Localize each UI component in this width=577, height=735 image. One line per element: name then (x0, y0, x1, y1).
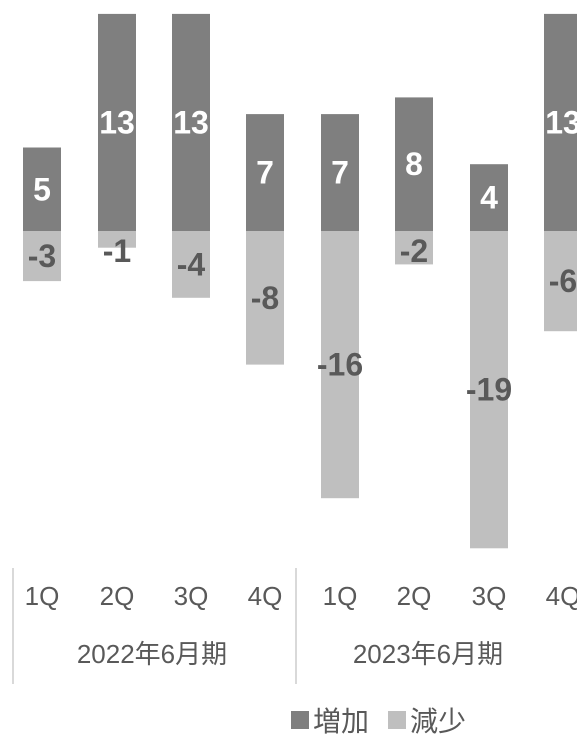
category-tick-label: 1Q (323, 581, 358, 611)
bar-increase (23, 147, 61, 231)
group-label: 2023年6月期 (353, 639, 503, 669)
data-label-increase: 13 (173, 104, 209, 140)
data-label-increase: 5 (33, 171, 51, 207)
data-label-decrease: -2 (400, 233, 428, 269)
data-label-decrease: -1 (103, 233, 131, 269)
legend-label-increase: 増加 (313, 705, 369, 735)
category-tick-label: 3Q (174, 581, 209, 611)
data-label-increase: 4 (480, 180, 498, 216)
category-tick-label: 4Q (546, 581, 577, 611)
bar-decrease (172, 231, 210, 298)
data-label-decrease: -3 (28, 238, 56, 274)
legend-swatch-increase (291, 711, 309, 729)
data-label-increase: 13 (545, 104, 577, 140)
data-label-increase: 8 (405, 146, 423, 182)
data-label-decrease: -4 (177, 246, 206, 282)
legend-swatch-decrease (388, 711, 406, 729)
category-axis: 1Q 2Q 3Q 4Q 1Q 2Q 3Q 4Q 2022年6月期 2023年6月期 (12, 568, 577, 684)
bar-increase (246, 114, 284, 231)
data-label-increase: 13 (99, 104, 135, 140)
bar-decrease (246, 231, 284, 365)
data-label-decrease: -19 (466, 372, 512, 408)
bar-decrease (544, 231, 577, 332)
data-label-decrease: -8 (251, 280, 279, 316)
bar-decrease (98, 231, 136, 248)
legend-label-decrease: 減少 (410, 705, 466, 735)
bar-increase (98, 13, 136, 232)
category-tick-label: 4Q (248, 581, 283, 611)
bar-increase (470, 164, 508, 231)
data-labels-layer: 5 -3 13 -1 13 -4 7 -8 7 -16 8 -2 4 -19 13 -6 (28, 104, 577, 407)
group-label: 2022年6月期 (77, 639, 227, 669)
bar-increase (172, 13, 210, 232)
category-tick-label: 2Q (397, 581, 432, 611)
category-tick-label: 3Q (472, 581, 507, 611)
category-tick-label: 2Q (100, 581, 135, 611)
data-label-increase: 7 (331, 155, 349, 191)
bar-increase (395, 97, 433, 232)
category-tick-label: 1Q (25, 581, 60, 611)
data-label-decrease: -6 (549, 263, 577, 299)
data-label-increase: 7 (256, 155, 274, 191)
bar-decrease (470, 231, 508, 549)
bar-decrease (395, 231, 433, 265)
bars-layer (23, 13, 577, 549)
bar-increase (544, 13, 577, 232)
legend: 増加 減少 (291, 705, 466, 735)
bar-decrease (321, 231, 359, 499)
bar-increase (321, 114, 359, 231)
bar-decrease (23, 231, 61, 282)
data-label-decrease: -16 (317, 347, 363, 383)
